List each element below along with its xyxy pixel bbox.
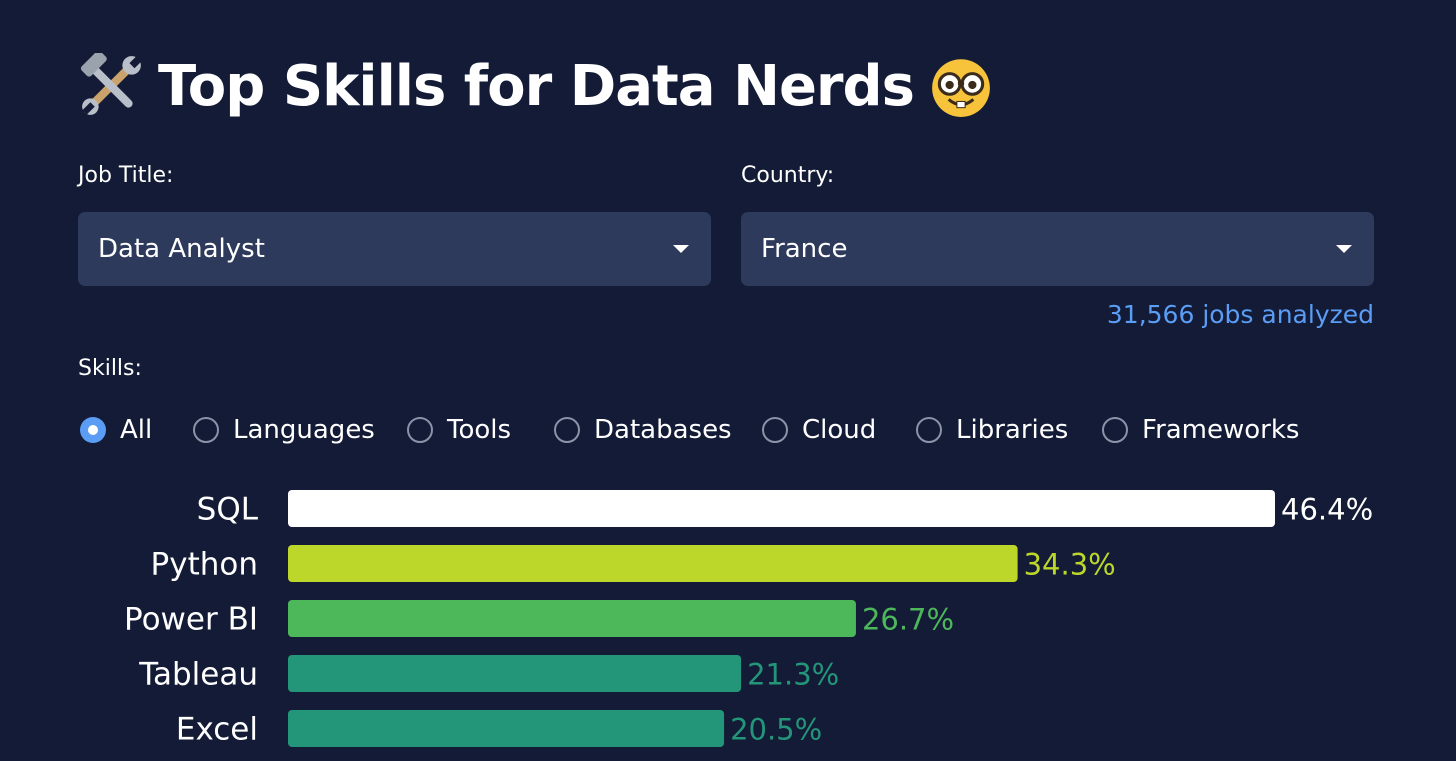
chevron-down-icon: [1336, 245, 1352, 253]
bar: [288, 545, 1018, 582]
country-select-value: France: [761, 234, 848, 264]
nerd-face-icon: [928, 53, 994, 119]
bar-category-label: Python: [151, 547, 258, 583]
country-select[interactable]: France: [741, 212, 1374, 286]
skills-radio-group: All Languages Tools Databases Cloud Libr…: [80, 412, 1380, 448]
radio-all[interactable]: All: [80, 412, 152, 448]
radio-tools[interactable]: Tools: [407, 412, 511, 448]
radio-label: Libraries: [956, 415, 1069, 445]
page-title: Top Skills for Data Nerds: [78, 48, 994, 124]
radio-label: Tools: [447, 415, 512, 445]
radio-frameworks[interactable]: Frameworks: [1102, 412, 1299, 448]
bar-category-label: Excel: [176, 712, 258, 748]
radio-circle: [193, 417, 219, 443]
hammer-and-wrench-icon: [78, 53, 144, 119]
radio-label: Databases: [594, 415, 732, 445]
bar: [288, 600, 856, 637]
radio-languages[interactable]: Languages: [193, 412, 375, 448]
job-title-label: Job Title:: [78, 163, 174, 188]
bar-value-label: 20.5%: [730, 713, 822, 747]
bar: [288, 655, 742, 692]
radio-circle: [554, 417, 580, 443]
job-title-select[interactable]: Data Analyst: [78, 212, 711, 286]
job-title-select-value: Data Analyst: [98, 234, 265, 264]
radio-label: Frameworks: [1142, 415, 1300, 445]
radio-databases[interactable]: Databases: [554, 412, 732, 448]
radio-label: Languages: [233, 415, 375, 445]
radio-libraries[interactable]: Libraries: [916, 412, 1068, 448]
radio-circle: [407, 417, 433, 443]
bar-value-label: 46.4%: [1281, 493, 1373, 527]
bar-value-label: 21.3%: [747, 658, 839, 692]
bar-category-label: Tableau: [138, 657, 258, 693]
radio-circle: [916, 417, 942, 443]
radio-label: All: [120, 415, 153, 445]
radio-circle: [80, 417, 106, 443]
chevron-down-icon: [673, 245, 689, 253]
bar-value-label: 26.7%: [862, 603, 954, 637]
bar-category-label: Power BI: [124, 602, 258, 638]
radio-circle: [762, 417, 788, 443]
radio-cloud[interactable]: Cloud: [762, 412, 876, 448]
bar: [288, 490, 1275, 527]
country-label: Country:: [741, 163, 835, 188]
page-title-text: Top Skills for Data Nerds: [158, 53, 915, 119]
radio-circle: [1102, 417, 1128, 443]
bar-value-label: 34.3%: [1024, 548, 1116, 582]
bar: [288, 710, 725, 747]
skills-bar-chart: SQL 46.4% Python 34.3% Power BI 26.7% Tableau 2…: [124, 490, 1373, 748]
radio-label: Cloud: [802, 415, 877, 445]
bar-category-label: SQL: [197, 492, 259, 528]
jobs-analyzed-count: 31,566 jobs analyzed: [1106, 300, 1374, 329]
skills-label: Skills:: [78, 356, 142, 381]
